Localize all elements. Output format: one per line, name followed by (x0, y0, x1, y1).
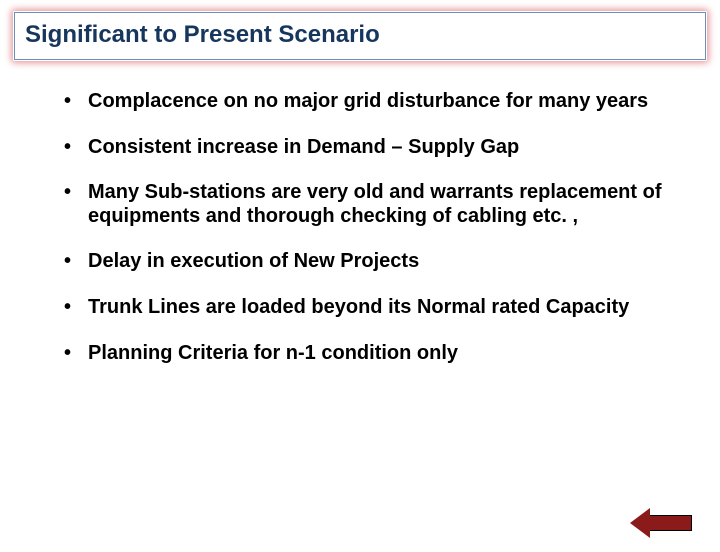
back-arrow-button[interactable] (630, 508, 692, 538)
list-item: Trunk Lines are loaded beyond its Normal… (60, 296, 670, 320)
list-item: Consistent increase in Demand – Supply G… (60, 136, 670, 160)
arrow-shaft (650, 515, 692, 531)
list-item: Planning Criteria for n-1 condition only (60, 342, 670, 366)
bullet-list: Complacence on no major grid disturbance… (60, 90, 670, 365)
arrow-left-icon (630, 508, 650, 538)
list-item: Complacence on no major grid disturbance… (60, 90, 670, 114)
page-title: Significant to Present Scenario (25, 21, 695, 49)
list-item: Many Sub-stations are very old and warra… (60, 181, 670, 228)
list-item: Delay in execution of New Projects (60, 250, 670, 274)
title-box: Significant to Present Scenario (14, 12, 706, 60)
